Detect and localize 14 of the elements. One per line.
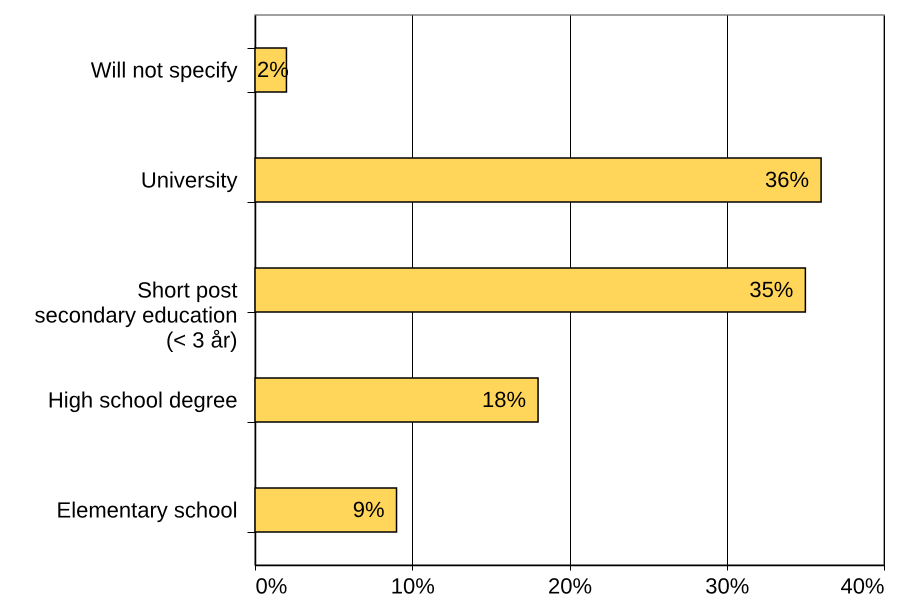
y-tick-label: Elementary school: [56, 498, 238, 522]
data-label: 36%: [765, 167, 810, 192]
y-tick-label: Will not specify: [90, 58, 238, 82]
x-tick-label: 20%: [548, 574, 592, 598]
x-tick-label: 10%: [390, 574, 435, 598]
data-label: 9%: [352, 497, 385, 522]
x-tick-label: 30%: [705, 574, 750, 598]
data-label: 18%: [482, 387, 526, 412]
y-tick-label: High school degree: [48, 388, 238, 412]
x-tick-label: 0%: [256, 574, 288, 598]
y-tick-label: University: [140, 168, 238, 192]
y-tick-label: Short post secondary education (< 3 år): [34, 278, 238, 352]
x-tick-label: 40%: [840, 574, 884, 598]
data-label: 35%: [749, 277, 794, 302]
